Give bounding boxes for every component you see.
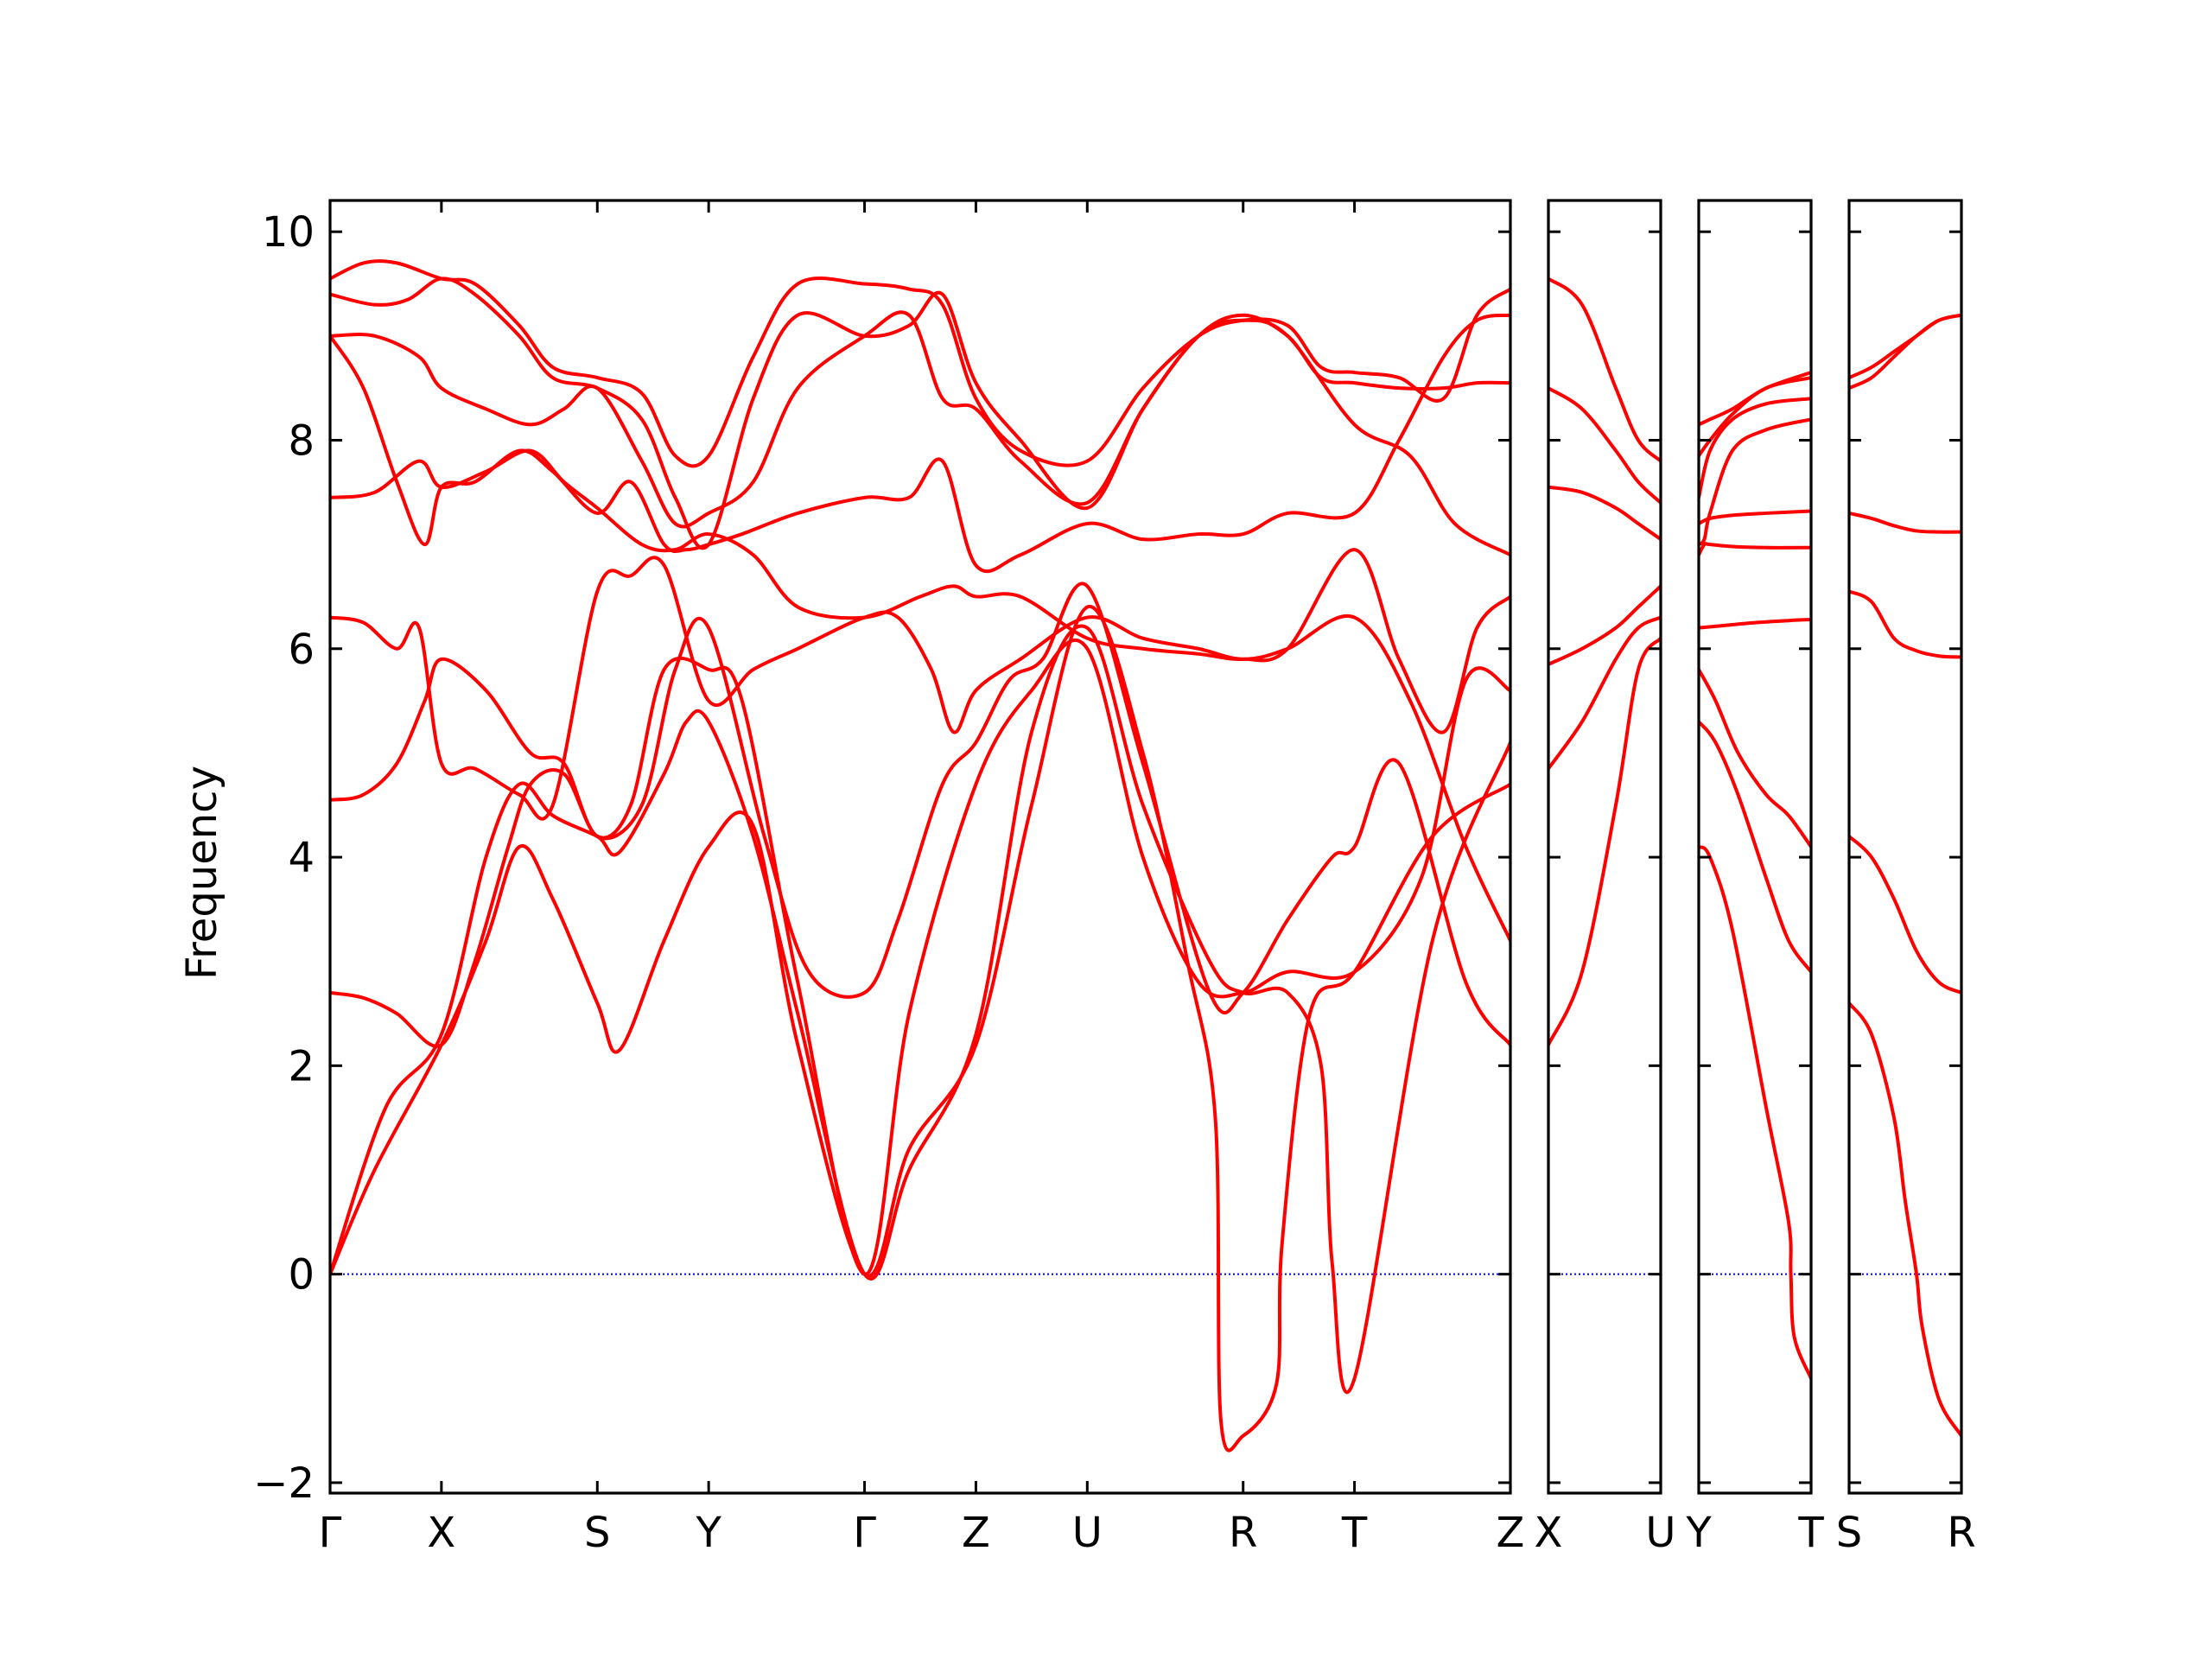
- y-tick-label: −2: [253, 1459, 315, 1508]
- band-line-3: [1548, 584, 1661, 666]
- band-line-1: [1849, 1001, 1961, 1438]
- band-line-5: [1699, 542, 1811, 557]
- band-line-10: [330, 259, 1510, 468]
- band-line-4: [330, 582, 1510, 1047]
- plot-area: [1849, 313, 1961, 1438]
- x-tick-label: R: [1229, 1509, 1257, 1557]
- band-line-2: [330, 624, 1510, 1395]
- band-line-8: [1699, 397, 1811, 499]
- band-line-2: [1699, 720, 1811, 974]
- x-tick-label: Γ: [319, 1509, 342, 1557]
- x-tick-label: R: [1947, 1509, 1975, 1557]
- panel-1: −2 0 2 4 6 8 10 Γ X S Y Γ Z U R T Z: [253, 199, 1525, 1557]
- y-tick-label: 4: [288, 834, 315, 882]
- y-tick-label: 2: [288, 1042, 315, 1090]
- x-tick-label: U: [1072, 1509, 1103, 1557]
- band-line-3: [1699, 667, 1811, 849]
- x-tick-label: S: [584, 1509, 610, 1557]
- band-line-4: [1849, 511, 1961, 534]
- x-tick-label: U: [1645, 1509, 1675, 1557]
- plot-area: [1548, 276, 1661, 1275]
- x-tick-label: S: [1836, 1509, 1862, 1557]
- band-line-1: [330, 605, 1510, 1452]
- band-line-2: [1849, 834, 1961, 995]
- band-line-7: [330, 313, 1510, 573]
- y-tick-label: 6: [288, 626, 315, 674]
- x-tick-label: Y: [695, 1509, 721, 1557]
- x-tick-label: T: [1341, 1509, 1368, 1557]
- band-line-4: [1699, 617, 1811, 630]
- y-axis-label: Frequency: [178, 766, 226, 980]
- band-line-4: [1548, 485, 1661, 542]
- band-line-6: [1699, 509, 1811, 525]
- band-line-5: [1548, 386, 1661, 505]
- panel-frame: [1847, 199, 1963, 1495]
- plot-area: [330, 259, 1510, 1452]
- band-line-3: [330, 639, 1510, 1276]
- panel-frame: [1547, 199, 1662, 1495]
- band-line-5: [1849, 313, 1961, 391]
- x-tick-label: Z: [1497, 1509, 1525, 1557]
- x-tick-label: Y: [1685, 1509, 1712, 1557]
- band-line-6: [1849, 313, 1961, 380]
- band-line-6: [330, 448, 1510, 734]
- band-line-2: [1548, 615, 1661, 771]
- band-line-3: [1849, 589, 1961, 659]
- x-tick-label: Γ: [853, 1509, 876, 1557]
- plot-area: [1699, 371, 1811, 1381]
- band-line-9: [330, 276, 1510, 550]
- y-tick-label: 8: [288, 416, 315, 465]
- panel-frame: [1697, 199, 1813, 1495]
- band-line-5: [330, 556, 1510, 943]
- x-tick-label: Z: [962, 1509, 990, 1557]
- band-line-7: [1699, 417, 1811, 547]
- y-tick-label: 0: [288, 1251, 315, 1300]
- panel-frame: [328, 199, 1512, 1495]
- x-tick-label: X: [427, 1509, 455, 1557]
- band-line-1: [1699, 845, 1811, 1381]
- band-line-10: [1699, 371, 1811, 427]
- band-line-1: [1548, 636, 1661, 1047]
- y-tick-label: 10: [262, 208, 315, 257]
- x-tick-label: X: [1535, 1509, 1563, 1557]
- x-tick-label: T: [1797, 1509, 1824, 1557]
- band-line-6: [1548, 276, 1661, 463]
